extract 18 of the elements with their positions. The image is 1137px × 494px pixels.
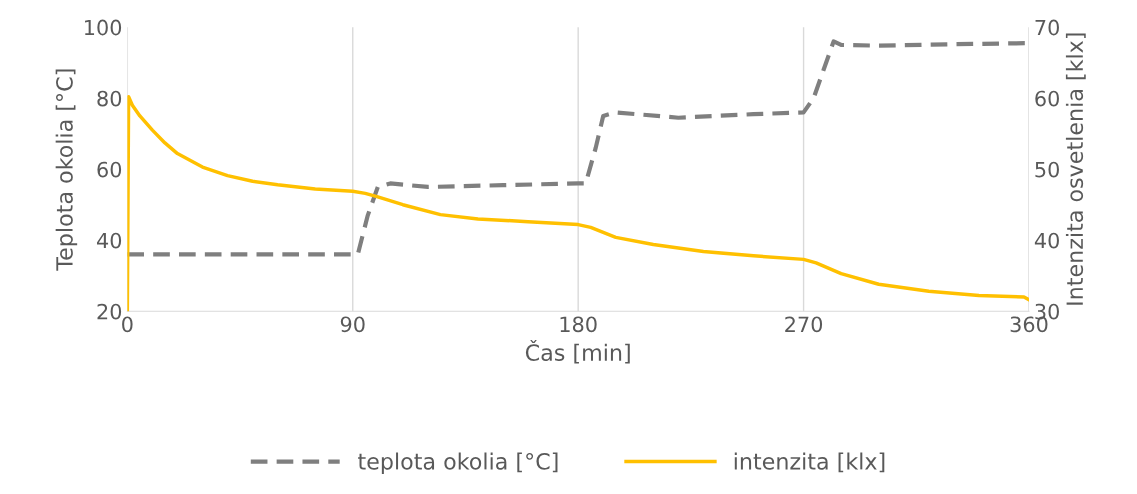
y2-tick-label: 60: [1035, 90, 1059, 107]
y2-axis-title: Intenzita osvetlenia [klx]: [1065, 33, 1086, 305]
y-tick-label: 100: [85, 19, 122, 36]
x-tick-label: 270: [785, 316, 823, 333]
x-axis-title: Čas [min]: [525, 340, 630, 364]
y-tick-label: 20: [97, 303, 122, 320]
y2-tick-label: 40: [1034, 232, 1059, 249]
y2-tick-label: 50: [1035, 161, 1059, 178]
legend-label: intenzita [klx]: [734, 452, 885, 473]
x-tick-label: 0: [122, 316, 133, 333]
y2-tick-label: 70: [1035, 19, 1059, 36]
y-tick-label: 80: [97, 90, 122, 107]
legend-label: teplota okolia [°C]: [358, 452, 558, 474]
x-tick-label: 90: [340, 316, 365, 333]
y-tick-label: 60: [97, 161, 122, 178]
x-tick-label: 180: [560, 316, 597, 333]
y-axis-title: Teplota okolia [°C]: [55, 69, 78, 271]
y-tick-label: 40: [96, 232, 122, 249]
